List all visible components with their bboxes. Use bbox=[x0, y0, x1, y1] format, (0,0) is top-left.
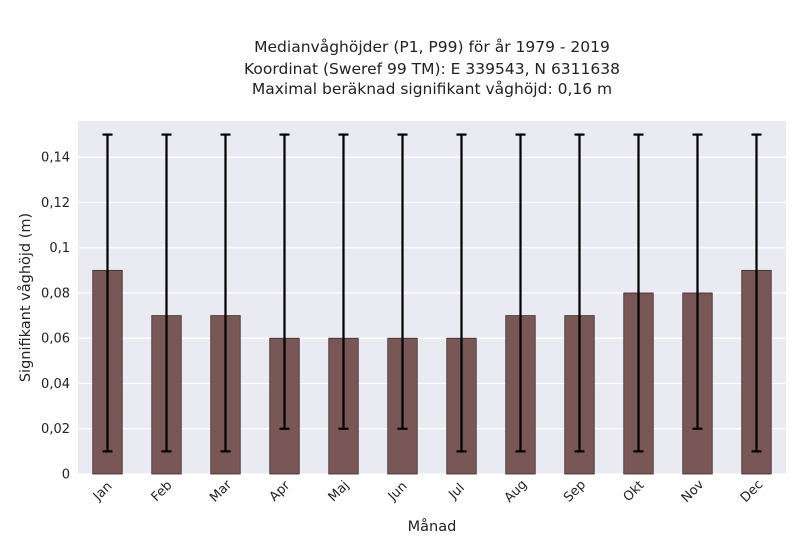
chart-title: Medianvåghöjder (P1, P99) för år 1979 - … bbox=[244, 38, 620, 98]
x-tick-label: Jun bbox=[385, 479, 411, 505]
x-tick-label: Feb bbox=[149, 478, 176, 505]
y-tick-label: 0,06 bbox=[41, 332, 70, 347]
x-tick-label: Apr bbox=[267, 478, 294, 505]
y-axis-label: Signifikant våghöjd (m) bbox=[17, 213, 34, 382]
x-tick-label: Nov bbox=[679, 477, 708, 506]
y-tick-label: 0,08 bbox=[41, 286, 70, 301]
x-axis-ticks: Jan Feb Mar Apr Maj Jun Jul Aug Sep Okt Nov Dec bbox=[90, 477, 766, 506]
grid-lines bbox=[78, 156, 786, 475]
chart-title-line-3: Maximal beräknad signifikant våghöjd: 0,… bbox=[252, 80, 612, 98]
x-tick-label: Jul bbox=[445, 481, 467, 503]
error-bars bbox=[102, 133, 762, 453]
x-tick-label: Sep bbox=[561, 478, 589, 506]
error-bar-jul bbox=[456, 133, 467, 453]
error-bar-nov bbox=[692, 133, 703, 430]
x-tick-label: Jan bbox=[90, 479, 115, 504]
plot-area bbox=[78, 121, 786, 474]
error-bar-maj bbox=[338, 133, 349, 430]
chart-title-line-1: Medianvåghöjder (P1, P99) för år 1979 - … bbox=[254, 38, 610, 56]
y-tick-label: 0,04 bbox=[41, 377, 70, 392]
y-tick-label: 0 bbox=[62, 468, 70, 483]
y-tick-label: 0,14 bbox=[41, 151, 70, 166]
x-tick-label: Maj bbox=[326, 478, 353, 505]
error-bar-okt bbox=[633, 133, 644, 453]
x-tick-label: Okt bbox=[621, 478, 648, 505]
x-tick-label: Mar bbox=[207, 477, 235, 505]
x-axis-label: Månad bbox=[408, 518, 457, 535]
chart-title-line-2: Koordinat (Sweref 99 TM): E 339543, N 63… bbox=[244, 60, 620, 78]
error-bar-aug bbox=[515, 133, 526, 453]
x-tick-label: Dec bbox=[738, 477, 766, 505]
error-bar-sep bbox=[574, 133, 585, 453]
error-bar-feb bbox=[161, 133, 172, 453]
y-tick-label: 0,12 bbox=[41, 196, 70, 211]
x-tick-label: Aug bbox=[502, 477, 531, 506]
y-axis-ticks: 0 0,02 0,04 0,06 0,08 0,1 0,12 0,14 bbox=[41, 151, 70, 483]
error-bar-jan bbox=[102, 133, 113, 453]
error-bar-apr bbox=[279, 133, 290, 430]
error-bar-mar bbox=[220, 133, 231, 453]
error-bar-dec bbox=[751, 133, 762, 453]
y-tick-label: 0,1 bbox=[49, 241, 70, 256]
error-bar-jun bbox=[397, 133, 408, 430]
y-tick-label: 0,02 bbox=[41, 422, 70, 437]
